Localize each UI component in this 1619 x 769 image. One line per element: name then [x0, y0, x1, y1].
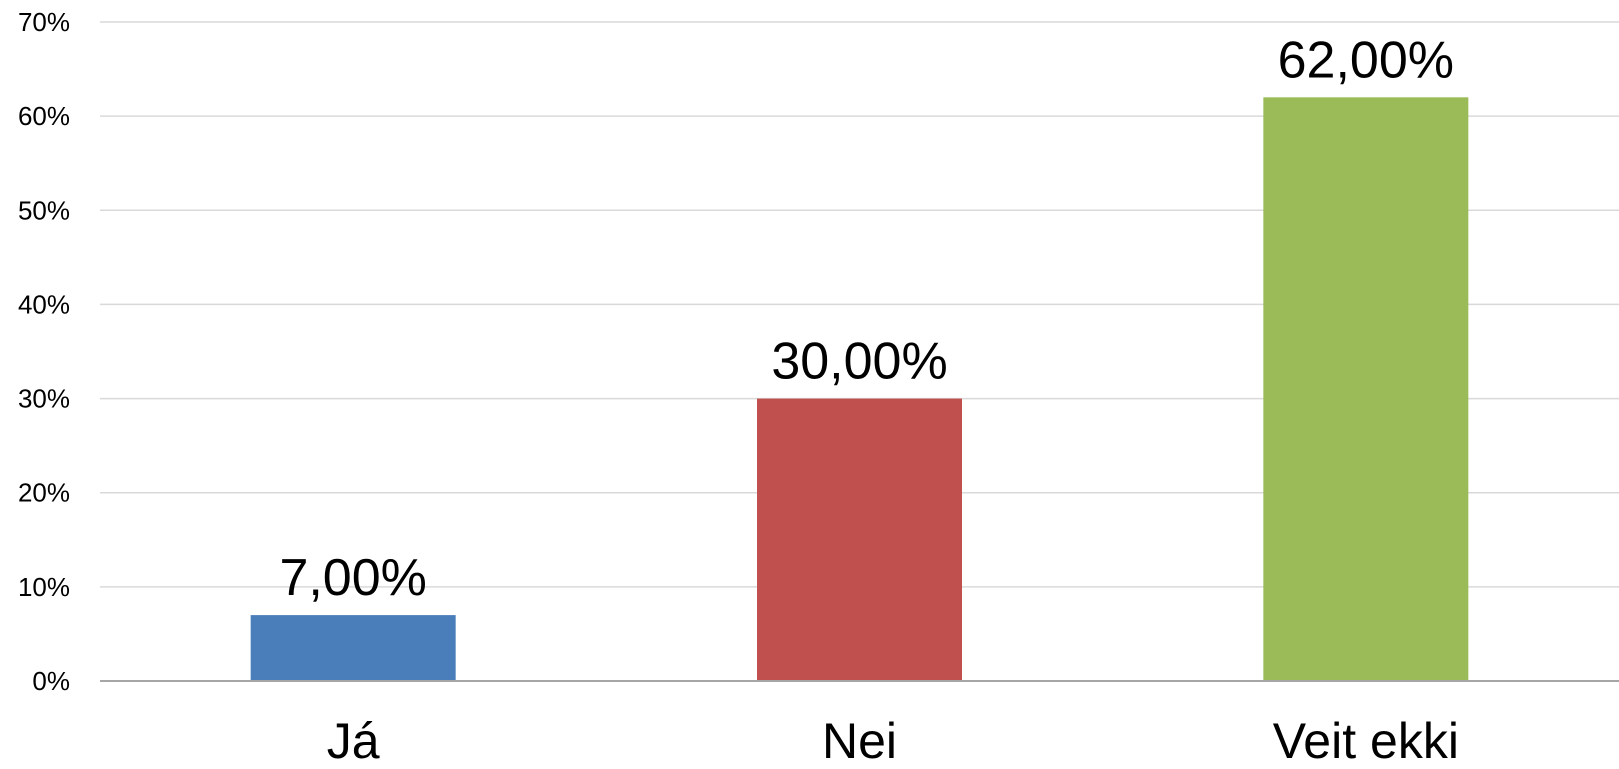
data-label: 62,00%	[1278, 31, 1454, 89]
y-axis-ticks: 0% 10% 20% 30% 40% 50% 60% 70%	[18, 7, 70, 696]
bars	[250, 97, 1469, 682]
y-tick-label: 10%	[18, 572, 70, 602]
y-tick-label: 0%	[32, 666, 70, 696]
y-tick-label: 20%	[18, 478, 70, 508]
bar-1	[250, 615, 456, 681]
x-axis-categories: Já Nei Veit ekki	[327, 713, 1459, 769]
y-tick-label: 70%	[18, 7, 70, 37]
data-label: 7,00%	[279, 549, 426, 607]
x-category-label: Nei	[822, 713, 897, 769]
x-category-label: Veit ekki	[1273, 713, 1459, 769]
y-tick-label: 40%	[18, 289, 70, 319]
y-tick-label: 30%	[18, 384, 70, 414]
y-tick-label: 60%	[18, 101, 70, 131]
bar-3	[1263, 97, 1469, 682]
x-category-label: Já	[327, 713, 380, 769]
y-tick-label: 50%	[18, 195, 70, 225]
data-labels: 7,00% 30,00% 62,00%	[279, 31, 1454, 607]
bar-2	[757, 398, 962, 681]
data-label: 30,00%	[771, 333, 947, 391]
